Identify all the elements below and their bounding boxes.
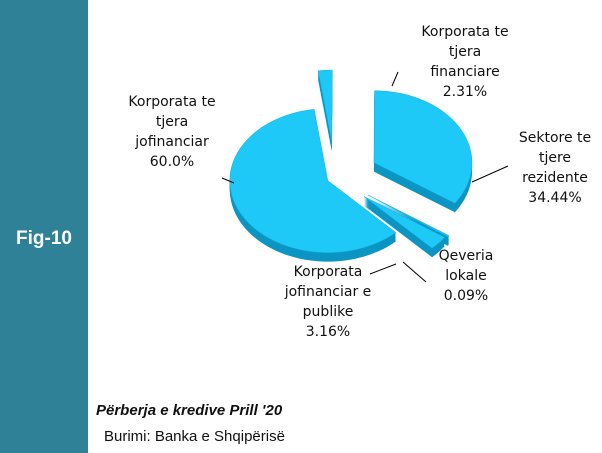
slice-label: Korporata jofinanciar e publike 3.16% [278, 262, 378, 342]
slice-label: Qeveria lokale 0.09% [431, 246, 501, 306]
leader-line [221, 177, 235, 184]
value-label: 3.16% [305, 324, 351, 340]
category-name: Korporata jofinanciar e publike [284, 264, 372, 320]
category-name: Korporata te tjera financiare [421, 24, 509, 80]
value-label: 2.31% [442, 84, 488, 100]
slice [317, 69, 333, 143]
slice-label: Korporata te tjera financiare 2.31% [420, 22, 510, 102]
source: Burimi: Banka e Shqipërisë [104, 428, 285, 445]
leader-line [402, 261, 427, 283]
slice [367, 194, 450, 238]
leader-line [369, 263, 397, 275]
category-name: Qeveria lokale [438, 248, 494, 284]
value-label: 60.0% [149, 154, 195, 170]
leader-line [471, 165, 509, 183]
slice [373, 90, 473, 204]
caption: Përberja e kredive Prill '20 [96, 402, 283, 419]
slice-label: Sektore te tjere rezidente 34.44% [513, 128, 597, 208]
slice [363, 196, 446, 249]
category-name: Sektore te tjere rezidente [518, 130, 592, 186]
category-name: Korporata te tjera jofinanciar [128, 94, 216, 150]
value-label: 0.09% [443, 288, 489, 304]
figure-label: Fig-10 [16, 228, 72, 249]
slice [229, 109, 397, 253]
leader-line [391, 71, 399, 87]
sidebar [0, 0, 88, 453]
slice-side [367, 196, 449, 239]
slice-label: Korporata te tjera jofinanciar 60.0% [122, 92, 222, 172]
value-label: 34.44% [528, 190, 582, 206]
slice-side [367, 195, 449, 238]
